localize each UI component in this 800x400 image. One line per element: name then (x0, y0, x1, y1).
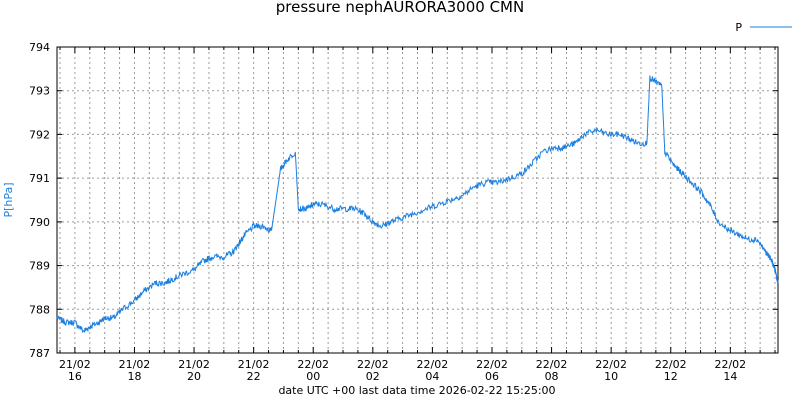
y-tick-label: 787 (29, 347, 50, 360)
legend: P (735, 21, 792, 34)
x-tick-label-hour: 00 (306, 370, 320, 383)
x-tick-label-date: 22/02 (595, 358, 627, 371)
x-tick-label-hour: 04 (425, 370, 439, 383)
y-tick-label: 793 (29, 85, 50, 98)
y-tick-label: 792 (29, 128, 50, 141)
y-tick-label: 794 (29, 41, 50, 54)
chart-title: pressure nephAURORA3000 CMN (276, 0, 524, 16)
y-tick-label: 788 (29, 303, 50, 316)
x-tick-label-date: 22/02 (357, 358, 389, 371)
x-tick-label-date: 22/02 (297, 358, 329, 371)
x-ticks: 21/021621/021821/022021/022222/020022/02… (59, 47, 776, 383)
x-tick-label-hour: 06 (485, 370, 499, 383)
x-axis-label: date UTC +00 last data time 2026-02-22 1… (278, 384, 555, 397)
x-tick-label-hour: 22 (247, 370, 261, 383)
x-tick-label-hour: 16 (68, 370, 82, 383)
y-tick-label: 789 (29, 260, 50, 273)
x-tick-label-date: 22/02 (476, 358, 508, 371)
x-tick-label-date: 22/02 (417, 358, 449, 371)
x-tick-label-hour: 02 (366, 370, 380, 383)
x-tick-label-hour: 08 (545, 370, 559, 383)
x-tick-label-date: 22/02 (655, 358, 687, 371)
y-tick-label: 791 (29, 172, 50, 185)
x-tick-label-hour: 12 (664, 370, 678, 383)
series-line-p (56, 75, 779, 334)
x-tick-label-hour: 10 (604, 370, 618, 383)
grid (57, 47, 778, 353)
x-tick-label-hour: 20 (187, 370, 201, 383)
y-ticks: 787 788 789 790 791 792 793 794 (29, 41, 778, 360)
legend-label-p: P (735, 21, 742, 34)
y-tick-label: 790 (29, 216, 50, 229)
x-tick-label-date: 22/02 (714, 358, 746, 371)
x-tick-label-date: 21/02 (59, 358, 91, 371)
plot-frame (56, 46, 779, 354)
x-tick-label-date: 22/02 (536, 358, 568, 371)
y-axis-label: P[hPa] (2, 182, 15, 217)
x-tick-label-hour: 18 (127, 370, 141, 383)
x-tick-label-date: 21/02 (119, 358, 151, 371)
x-tick-label-date: 21/02 (178, 358, 210, 371)
x-tick-label-hour: 14 (723, 370, 737, 383)
x-tick-label-date: 21/02 (238, 358, 270, 371)
